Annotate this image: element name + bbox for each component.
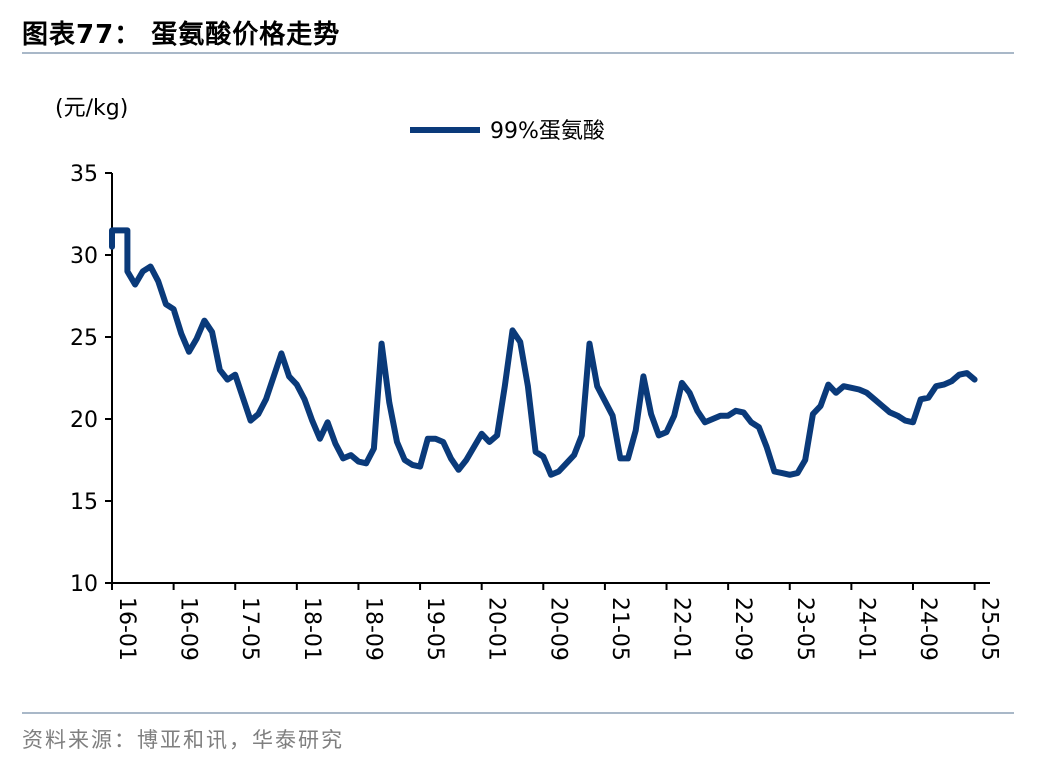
y-tick-label: 20 bbox=[70, 408, 98, 433]
x-tick-label: 22-01 bbox=[669, 597, 694, 661]
chart-title: 图表77： 蛋氨酸价格走势 bbox=[22, 20, 341, 50]
x-tick-label: 23-05 bbox=[792, 597, 817, 661]
chart-area: (元/kg) 99%蛋氨酸 35 30 25 20 15 10 16-01 16-09 17-… bbox=[55, 96, 1002, 661]
footer-divider bbox=[22, 712, 1014, 714]
y-tick-label: 35 bbox=[70, 162, 98, 187]
x-tick-label: 20-09 bbox=[545, 597, 570, 661]
y-tick-label: 15 bbox=[70, 490, 98, 515]
y-axis: 35 30 25 20 15 10 bbox=[70, 162, 113, 597]
y-tick-label: 10 bbox=[70, 572, 98, 597]
x-tick-label: 18-09 bbox=[360, 597, 385, 661]
x-tick-label: 25-05 bbox=[977, 597, 1002, 661]
y-tick-label: 25 bbox=[70, 326, 98, 351]
header-divider bbox=[22, 52, 1014, 54]
legend: 99%蛋氨酸 bbox=[410, 119, 605, 144]
x-tick-label: 21-05 bbox=[607, 597, 632, 661]
series-line-99-methionine bbox=[109, 227, 978, 478]
x-tick-label: 24-01 bbox=[853, 597, 878, 661]
x-tick-label: 24-09 bbox=[915, 597, 940, 661]
x-tick-label: 22-09 bbox=[730, 597, 755, 661]
x-tick-label: 20-01 bbox=[484, 597, 509, 661]
x-tick-label: 19-05 bbox=[422, 597, 447, 661]
x-tick-label: 16-09 bbox=[176, 597, 201, 661]
x-tick-label: 18-01 bbox=[299, 597, 324, 661]
x-axis: 16-01 16-09 17-05 18-01 18-09 19-05 20-01 20-09… bbox=[111, 582, 1002, 661]
x-tick-label: 16-01 bbox=[114, 597, 139, 661]
x-tick-label: 17-05 bbox=[237, 597, 262, 661]
legend-label: 99%蛋氨酸 bbox=[490, 119, 605, 144]
y-unit-label: (元/kg) bbox=[55, 96, 128, 121]
y-tick-label: 30 bbox=[70, 244, 98, 269]
source-note: 资料来源：博亚和讯，华泰研究 bbox=[22, 728, 344, 752]
